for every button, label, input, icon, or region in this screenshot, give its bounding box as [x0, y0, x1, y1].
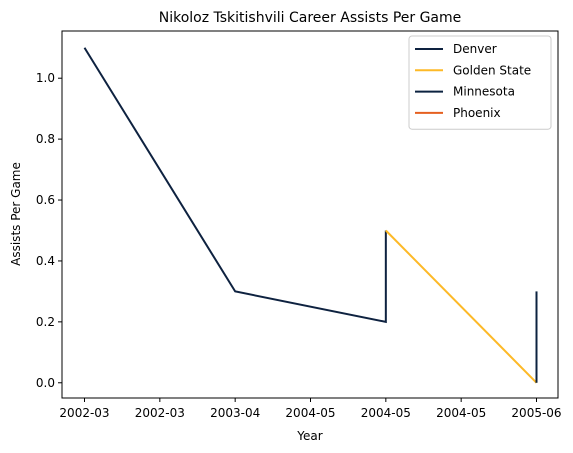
y-tick-label: 1.0	[36, 71, 55, 85]
y-axis-ticks: 0.0 0.2 0.4 0.6 0.8 1.0	[36, 71, 62, 390]
legend-label-minnesota: Minnesota	[453, 85, 515, 99]
legend-box	[408, 35, 552, 130]
y-tick-label: 0.2	[36, 315, 55, 329]
plot-area	[83, 47, 538, 384]
x-tick-label: 2002-03	[59, 406, 109, 420]
series-line-denver	[83, 47, 387, 324]
chart-title: Nikoloz Tskitishvili Career Assists Per …	[159, 10, 462, 26]
plot-frame	[61, 30, 559, 399]
y-tick-label: 0.4	[36, 254, 55, 268]
x-tick-label: 2004-05	[436, 406, 486, 420]
y-tick-label: 0.6	[36, 193, 55, 207]
x-tick-label: 2003-04	[210, 406, 260, 420]
y-axis-label: Assists Per Game	[9, 162, 23, 266]
x-axis-label: Year	[296, 429, 322, 443]
x-tick-label: 2004-05	[361, 406, 411, 420]
legend: Denver Golden State Minnesota Phoenix	[408, 35, 552, 130]
legend-label-golden-state: Golden State	[453, 63, 531, 77]
x-tick-label: 2002-03	[135, 406, 185, 420]
x-tick-label: 2004-05	[285, 406, 335, 420]
y-tick-label: 0.8	[36, 132, 55, 146]
y-tick-label: 0.0	[36, 376, 55, 390]
x-tick-label: 2005-06	[511, 406, 561, 420]
series-line-golden-state	[385, 229, 538, 384]
legend-label-phoenix: Phoenix	[453, 106, 501, 120]
x-axis-ticks: 2002-03 2002-03 2003-04 2004-05 2004-05 2004-…	[59, 398, 562, 420]
legend-label-denver: Denver	[453, 42, 497, 56]
